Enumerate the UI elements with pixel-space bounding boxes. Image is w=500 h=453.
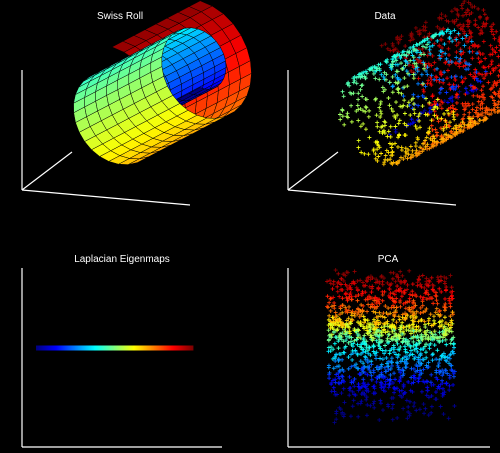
chart-title-pca: PCA — [378, 254, 399, 265]
chart-title-laplacian-eigenmaps: Laplacian Eigenmaps — [74, 254, 170, 265]
chart-title-swiss-roll: Swiss Roll — [97, 11, 143, 22]
chart-title-data: Data — [374, 11, 396, 22]
embedding-point — [192, 346, 193, 351]
laplacian-embedding-points — [36, 346, 193, 351]
